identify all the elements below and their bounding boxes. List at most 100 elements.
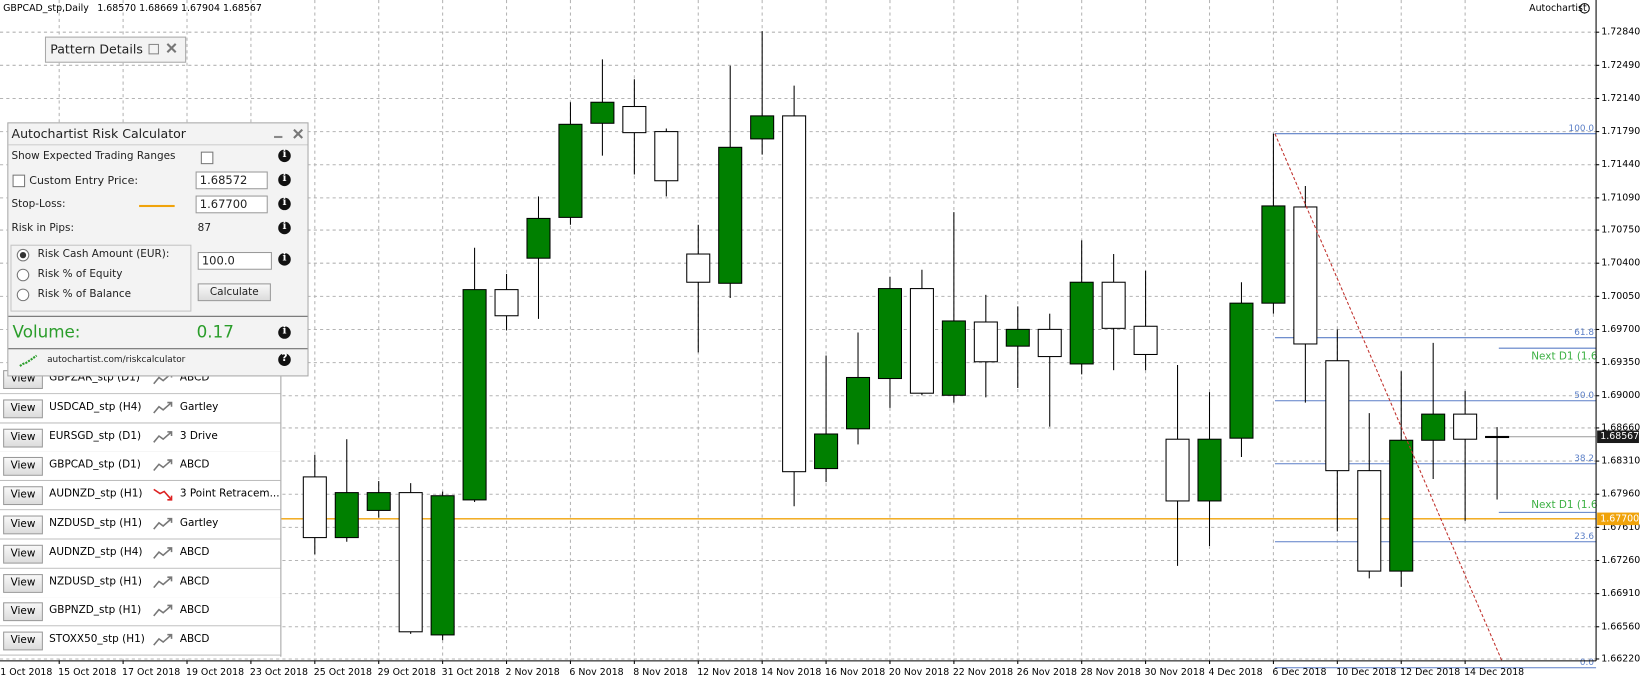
close-button[interactable] xyxy=(166,43,177,54)
x-tick-label: 14 Nov 2018 xyxy=(761,667,821,678)
pattern-name: ABCD xyxy=(179,459,210,471)
x-tick-label: 19 Oct 2018 xyxy=(186,667,244,678)
candle-body xyxy=(1005,328,1030,347)
pattern-name: ABCD xyxy=(179,633,210,646)
label: Stop-Loss: xyxy=(11,198,66,211)
x-tick-label: 25 Oct 2018 xyxy=(314,667,372,678)
candle-body xyxy=(334,492,359,539)
radio-label: Risk % of Equity xyxy=(37,268,123,281)
pattern-row: View GBPCAD_stp (D1) ABCD xyxy=(0,452,281,482)
x-tick-label: 11 Oct 2018 xyxy=(0,667,52,678)
radio[interactable] xyxy=(16,268,30,282)
symbol: NZDUSD_stp (H1) xyxy=(49,575,142,588)
candle-body xyxy=(1261,205,1286,304)
view-button[interactable]: View xyxy=(3,515,43,535)
view-button[interactable]: View xyxy=(3,428,43,448)
next-d1-label: Next D1 (1.6 xyxy=(1531,499,1597,511)
entry-input[interactable]: 1.68572 xyxy=(195,171,268,190)
y-tick-label: 1.71790 xyxy=(1601,126,1640,137)
minimize-button[interactable] xyxy=(274,135,283,139)
candle-body xyxy=(1229,302,1254,439)
risk-calculator: Autochartist Risk Calculator Show Expect… xyxy=(7,122,309,377)
view-button[interactable]: View xyxy=(3,631,43,651)
x-tick-label: 15 Oct 2018 xyxy=(58,667,116,678)
view-button[interactable]: View xyxy=(3,486,43,506)
x-tick-label: 16 Nov 2018 xyxy=(825,667,885,678)
restore-button[interactable] xyxy=(148,43,159,55)
candle-body xyxy=(366,492,391,511)
pattern-row: View AUDNZD_stp (H4) ABCD xyxy=(0,539,281,569)
symbol: STOXX50_stp (H1) xyxy=(49,633,145,646)
calculate-button[interactable]: Calculate xyxy=(197,283,271,302)
candle-body xyxy=(654,131,679,182)
y-tick-label: 1.72840 xyxy=(1601,27,1640,38)
pattern-name: ABCD xyxy=(179,575,210,588)
view-button[interactable]: View xyxy=(3,457,43,477)
stop-loss-input[interactable]: 1.67700 xyxy=(195,195,268,214)
fib-label: 0.0 xyxy=(1580,658,1594,668)
info-icon[interactable] xyxy=(278,221,291,235)
amount-input[interactable]: 100.0 xyxy=(197,252,272,270)
pattern-name: ABCD xyxy=(179,604,210,617)
candle-body xyxy=(782,115,807,473)
label: Show Expected Trading Ranges xyxy=(11,150,176,163)
volume-label: Volume: xyxy=(12,322,81,342)
fib-label: 38.2 xyxy=(1574,454,1594,464)
info-icon[interactable] xyxy=(278,173,291,187)
x-tick-label: 28 Nov 2018 xyxy=(1081,667,1141,678)
checkbox[interactable] xyxy=(200,151,214,165)
risk-pips: 87 xyxy=(197,222,211,235)
x-tick-label: 6 Dec 2018 xyxy=(1272,667,1326,678)
symbol-title: GBPCAD_stp,Daily xyxy=(3,3,89,14)
info-icon[interactable] xyxy=(278,197,291,211)
x-tick-label: 30 Nov 2018 xyxy=(1145,667,1205,678)
candle-body xyxy=(1325,360,1350,472)
symbol: USDCAD_stp (H4) xyxy=(49,401,142,413)
pattern-name: ABCD xyxy=(179,546,210,559)
candle-body xyxy=(1421,413,1446,441)
view-button[interactable]: View xyxy=(3,573,43,593)
candle-body xyxy=(877,288,903,380)
pattern-row: View STOXX50_stp (H1) ABCD xyxy=(0,626,281,656)
pattern-name: Gartley xyxy=(179,401,219,413)
y-tick-label: 1.70400 xyxy=(1601,258,1640,269)
close-button[interactable] xyxy=(293,128,304,139)
candle-body xyxy=(494,289,519,317)
x-tick-label: 23 Oct 2018 xyxy=(250,667,308,678)
x-tick-label: 17 Oct 2018 xyxy=(122,667,180,678)
trend-line xyxy=(1274,133,1503,662)
view-button[interactable]: View xyxy=(3,602,43,622)
info-icon[interactable] xyxy=(278,325,291,339)
radio[interactable] xyxy=(16,288,30,302)
symbol: GBPNZD_stp (H1) xyxy=(49,604,142,617)
help-icon[interactable] xyxy=(278,352,291,366)
info-icon[interactable] xyxy=(278,252,291,266)
stop-loss-tag xyxy=(1597,512,1639,526)
calculator-link[interactable]: autochartist.com/riskcalculator xyxy=(47,354,186,365)
candle-body xyxy=(1165,438,1190,502)
candle-body xyxy=(1485,435,1510,439)
candle-body xyxy=(973,321,998,363)
radio[interactable] xyxy=(16,248,30,262)
info-icon[interactable] xyxy=(278,148,291,163)
x-tick-label: 26 Nov 2018 xyxy=(1017,667,1077,678)
stop-loss-label: 1.67700 xyxy=(1600,513,1639,524)
y-tick-label: 1.68660 xyxy=(1601,422,1640,433)
pattern-list: View GBPZAR_stp (D1) ABCD View USDCAD_stp (H… xyxy=(0,364,282,657)
candle-body xyxy=(1197,438,1222,502)
pattern-name: ABCD xyxy=(179,372,210,384)
y-tick-label: 1.72490 xyxy=(1601,60,1640,71)
pattern-icon xyxy=(153,634,173,646)
pattern-name: 3 Point Retracem... xyxy=(179,488,280,501)
view-button[interactable]: View xyxy=(3,399,43,419)
view-button[interactable]: View xyxy=(3,544,43,564)
candle-body xyxy=(1133,325,1158,355)
checkbox[interactable] xyxy=(12,174,26,188)
x-tick-label: 10 Dec 2018 xyxy=(1336,667,1396,678)
pattern-details[interactable]: Pattern Details xyxy=(44,36,187,63)
y-tick-label: 1.67960 xyxy=(1601,489,1640,500)
x-tick-label: 4 Dec 2018 xyxy=(1208,667,1262,678)
x-tick-label: 20 Nov 2018 xyxy=(889,667,949,678)
